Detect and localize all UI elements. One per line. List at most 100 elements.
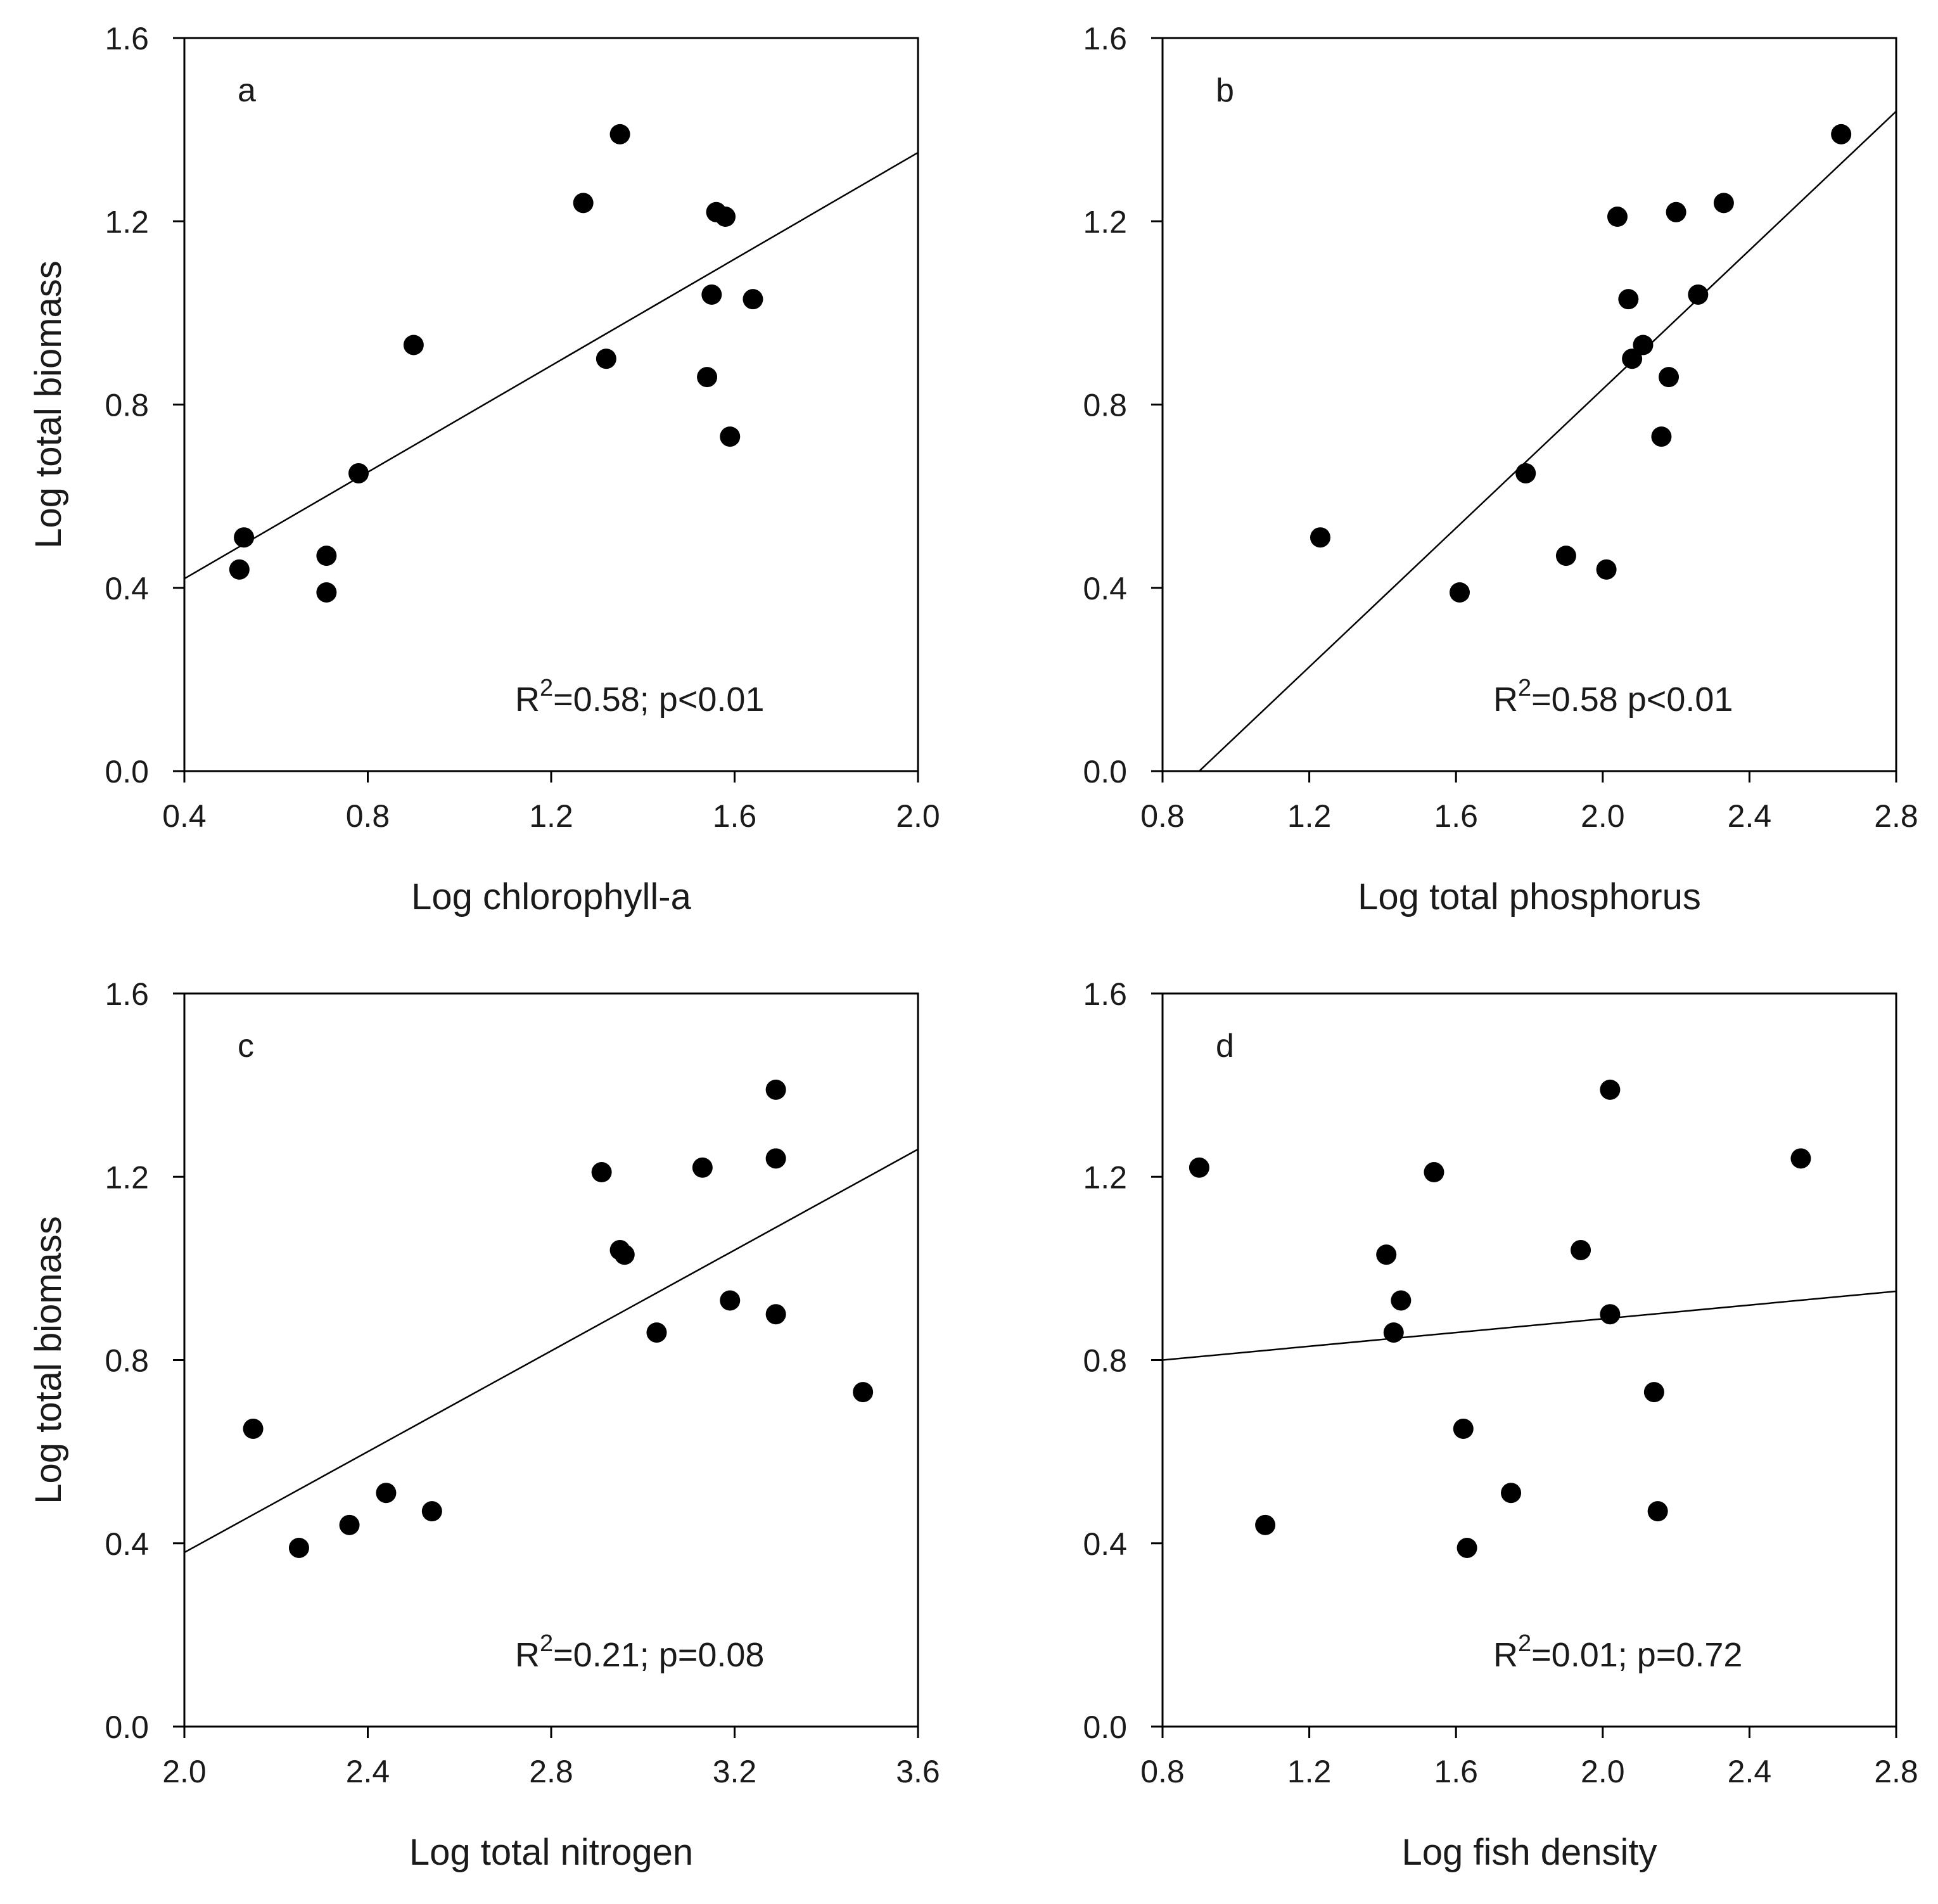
data-point — [765, 1079, 786, 1100]
x-tick-label: 1.6 — [1434, 1754, 1478, 1789]
y-tick-label: 0.8 — [105, 1343, 149, 1379]
panel-a: 0.4 0.8 1.2 1.6 2.0 0.0 0.4 0.8 1.2 1.6 Log chloro… — [28, 21, 940, 917]
x-tick-label: 2.0 — [1581, 798, 1625, 834]
panel-label: c — [238, 1028, 254, 1064]
y-tick-label: 1.2 — [1083, 1160, 1127, 1195]
r-squared-symbol: R — [1493, 680, 1518, 719]
x-tick-label: 0.4 — [162, 798, 207, 834]
x-tick-label: 2.0 — [1581, 1754, 1625, 1789]
data-point — [609, 124, 630, 144]
panel-b: 0.8 1.2 1.6 2.0 2.4 2.8 0.0 0.4 0.8 1.2 1.6 Log tot… — [1083, 21, 1918, 917]
data-point — [1633, 335, 1654, 355]
y-tick-label: 0.0 — [105, 754, 149, 789]
regression-line — [184, 1148, 918, 1554]
y-tick-label: 0.8 — [1083, 388, 1127, 423]
regression-line — [1199, 110, 1896, 771]
y-tick-label: 0.0 — [1083, 1709, 1127, 1745]
data-point — [1453, 1418, 1474, 1439]
data-point — [1383, 1322, 1404, 1343]
x-tick-label: 0.8 — [1140, 798, 1185, 834]
data-point — [1618, 289, 1639, 310]
x-tick-label: 2.4 — [346, 1754, 390, 1789]
panel-c: 2.0 2.4 2.8 3.2 3.6 0.0 0.4 0.8 1.2 1.6 Log total … — [28, 976, 940, 1873]
data-point — [765, 1304, 786, 1325]
y-tick-label: 0.0 — [1083, 754, 1127, 789]
y-tick-label: 0.4 — [105, 571, 149, 606]
x-tick-label: 3.2 — [713, 1754, 757, 1789]
x-tick-label: 2.0 — [896, 798, 940, 834]
x-tick-label: 2.4 — [1728, 798, 1772, 834]
data-point — [1457, 1537, 1477, 1558]
data-point — [1666, 201, 1686, 222]
data-point — [701, 284, 722, 305]
r-squared-symbol: R — [515, 680, 540, 719]
data-point — [1607, 207, 1628, 227]
y-tick-label: 1.2 — [105, 1160, 149, 1195]
y-tick-label: 0.8 — [105, 388, 149, 423]
data-point — [1713, 193, 1734, 214]
panel-label: b — [1216, 72, 1234, 109]
y-tick-label: 1.6 — [1083, 21, 1127, 56]
data-point — [591, 1162, 612, 1183]
x-axis-title: Log chlorophyll-a — [411, 876, 691, 917]
data-point — [316, 546, 337, 566]
y-tick-label: 0.4 — [1083, 571, 1127, 606]
y-tick-label: 0.4 — [1083, 1526, 1127, 1562]
x-tick-label: 3.6 — [896, 1754, 940, 1789]
r-squared-superscript: 2 — [1518, 1630, 1531, 1657]
stats-values: =0.01; p=0.72 — [1531, 1636, 1742, 1674]
data-point — [1596, 559, 1617, 580]
y-tick-label: 1.6 — [105, 976, 149, 1012]
data-point — [720, 426, 741, 447]
x-tick-label: 1.6 — [713, 798, 757, 834]
plot-frame — [1161, 37, 1897, 772]
stats-annotation: R2=0.01; p=0.72 — [1493, 1630, 1742, 1674]
data-point — [1643, 1382, 1664, 1403]
data-point — [243, 1418, 264, 1439]
data-point — [1310, 527, 1330, 548]
r-squared-symbol: R — [515, 1636, 540, 1674]
x-tick-label: 1.2 — [1287, 798, 1332, 834]
y-tick-label: 1.2 — [1083, 204, 1127, 240]
data-point — [1790, 1148, 1811, 1169]
x-tick-label: 0.8 — [346, 798, 390, 834]
x-axis-title: Log fish density — [1401, 1832, 1657, 1873]
data-point — [1688, 284, 1709, 305]
y-tick-label: 0.8 — [1083, 1343, 1127, 1379]
x-axis-title: Log total nitrogen — [409, 1832, 693, 1873]
panel-d: 0.8 1.2 1.6 2.0 2.4 2.8 0.0 0.4 0.8 1.2 1.6 Log fis… — [1083, 976, 1918, 1873]
x-tick-label: 1.2 — [1287, 1754, 1332, 1789]
stats-values: =0.58 p<0.01 — [1531, 680, 1733, 719]
data-point — [1651, 426, 1672, 447]
y-tick-label: 1.2 — [105, 204, 149, 240]
data-point — [376, 1483, 397, 1504]
regression-line — [184, 151, 918, 580]
r-squared-symbol: R — [1493, 1636, 1518, 1674]
data-point — [573, 193, 594, 214]
data-point — [288, 1537, 309, 1558]
data-point — [316, 582, 337, 603]
y-tick-label: 1.6 — [1083, 976, 1127, 1012]
regression-line — [1163, 1290, 1896, 1361]
panel-label: d — [1216, 1028, 1234, 1064]
plot-frame — [183, 992, 919, 1728]
data-point — [715, 207, 736, 227]
data-point — [1647, 1501, 1668, 1522]
data-point — [1515, 463, 1536, 483]
data-point — [1424, 1162, 1444, 1183]
data-point — [853, 1382, 874, 1403]
plot-frame — [1161, 992, 1897, 1728]
stats-values: =0.58; p<0.01 — [553, 680, 764, 719]
data-point — [1391, 1290, 1412, 1311]
y-axis-title: Log total biomass — [28, 1216, 69, 1504]
data-point — [1449, 582, 1470, 603]
data-point — [348, 463, 369, 483]
data-point — [720, 1290, 741, 1311]
x-tick-label: 1.2 — [529, 798, 573, 834]
data-point — [1501, 1483, 1522, 1504]
y-tick-label: 0.0 — [105, 1709, 149, 1745]
r-squared-superscript: 2 — [1518, 675, 1531, 701]
data-point — [339, 1514, 360, 1535]
data-point — [1189, 1157, 1209, 1178]
